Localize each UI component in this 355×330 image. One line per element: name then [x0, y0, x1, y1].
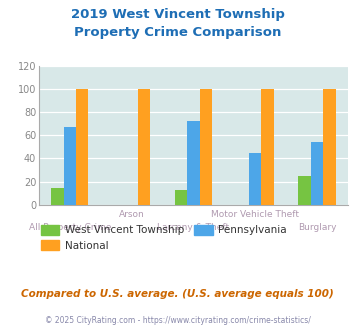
Text: © 2025 CityRating.com - https://www.cityrating.com/crime-statistics/: © 2025 CityRating.com - https://www.city… [45, 315, 310, 325]
Legend: West Vincent Township, National, Pennsylvania: West Vincent Township, National, Pennsyl… [41, 225, 287, 251]
Text: Compared to U.S. average. (U.S. average equals 100): Compared to U.S. average. (U.S. average … [21, 289, 334, 299]
Bar [138, 89, 150, 205]
Bar [249, 152, 261, 205]
Bar [76, 89, 88, 205]
Bar [175, 189, 187, 205]
Text: Larceny & Theft: Larceny & Theft [157, 223, 230, 232]
Text: Arson: Arson [119, 210, 144, 219]
Text: Property Crime Comparison: Property Crime Comparison [74, 26, 281, 39]
Bar [299, 176, 311, 205]
Text: Burglary: Burglary [298, 223, 336, 232]
Bar [64, 127, 76, 205]
Text: Motor Vehicle Theft: Motor Vehicle Theft [211, 210, 299, 219]
Bar [323, 89, 335, 205]
Text: All Property Crime: All Property Crime [29, 223, 111, 232]
Bar [311, 142, 323, 205]
Bar [187, 121, 200, 205]
Bar [261, 89, 274, 205]
Bar [51, 188, 64, 205]
Text: 2019 West Vincent Township: 2019 West Vincent Township [71, 8, 284, 21]
Bar [200, 89, 212, 205]
